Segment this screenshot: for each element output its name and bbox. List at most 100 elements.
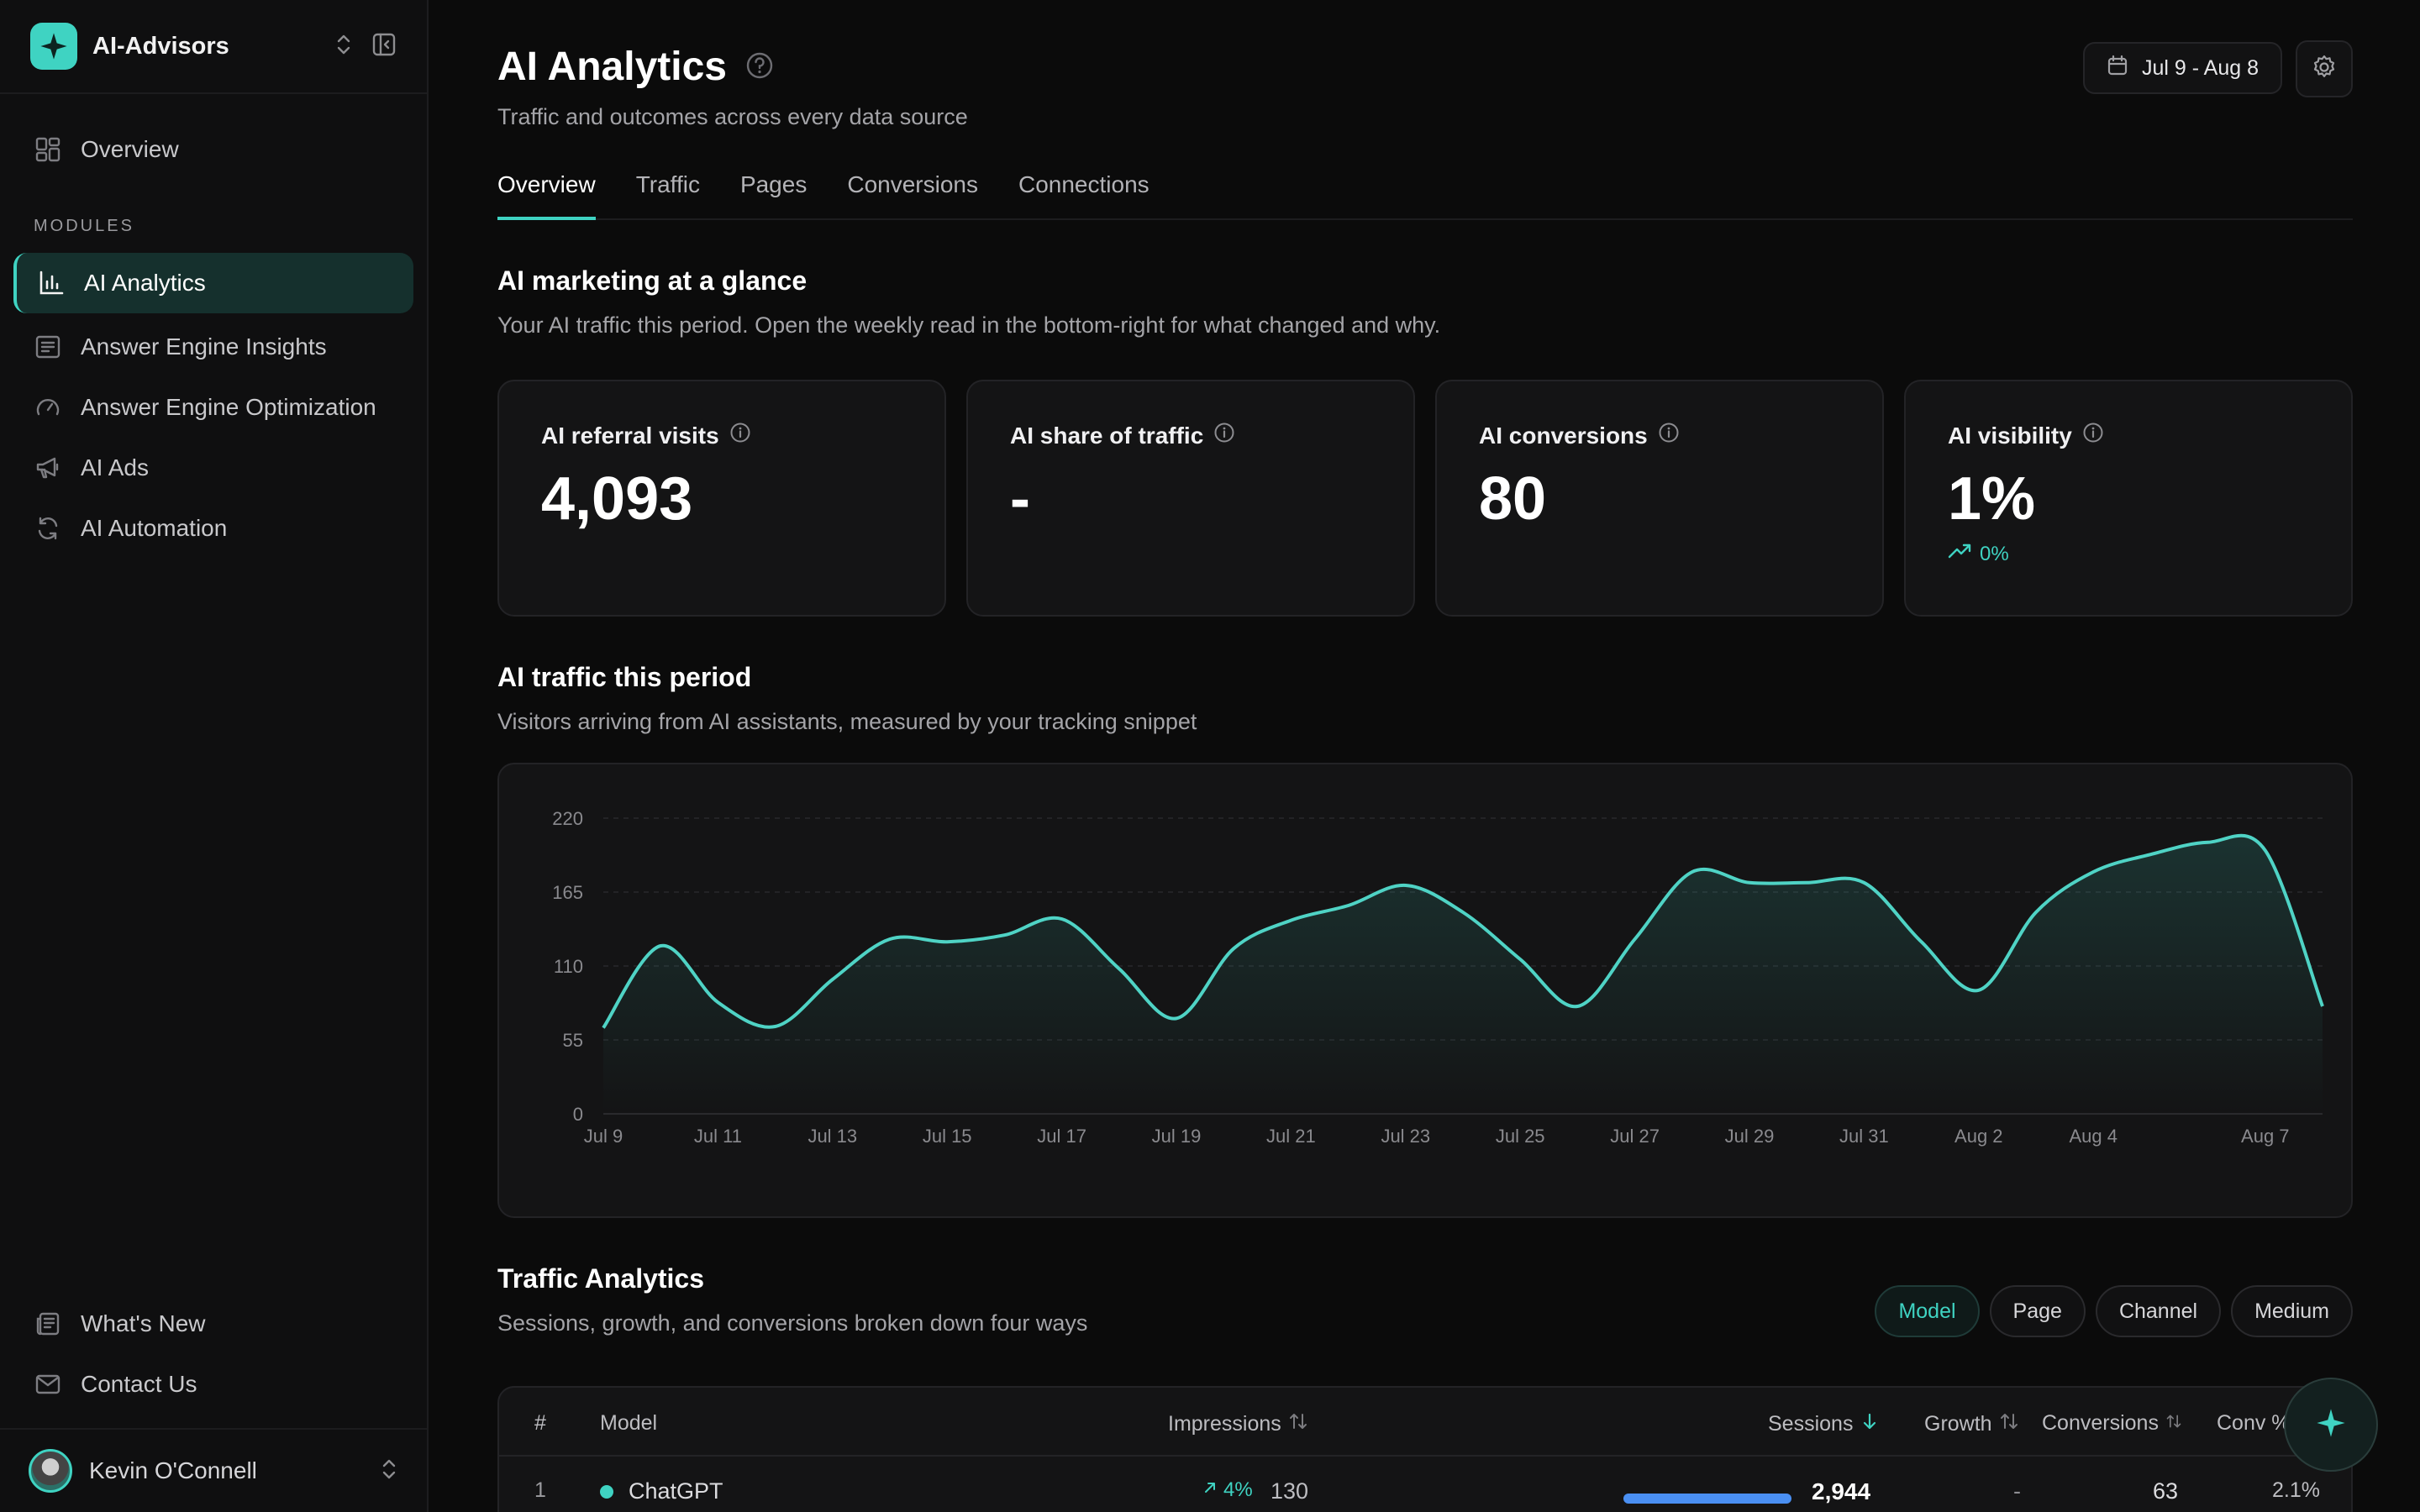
kpi-card-referral-visits: AI referral visits 4,093 bbox=[497, 380, 946, 617]
sidebar-item-label: AI Automation bbox=[81, 515, 228, 541]
impressions-delta-value: 4% bbox=[1223, 1478, 1253, 1501]
kpi-value: - bbox=[1010, 465, 1030, 533]
kpi-card-share-of-traffic: AI share of traffic - bbox=[966, 380, 1415, 617]
question-circle-icon[interactable] bbox=[745, 44, 774, 90]
sidebar-item-label: Answer Engine Optimization bbox=[81, 394, 376, 420]
column-header-impressions[interactable]: Impressions bbox=[1168, 1411, 1308, 1437]
collapse-sidebar-icon[interactable] bbox=[371, 32, 397, 61]
column-header-conversions[interactable]: Conversions bbox=[2042, 1411, 2182, 1436]
kpi-label: AI conversions bbox=[1479, 422, 1840, 449]
sidebar-item-label: What's New bbox=[81, 1310, 206, 1336]
info-icon[interactable] bbox=[729, 422, 751, 449]
section-subtitle-traffic: Visitors arriving from AI assistants, me… bbox=[497, 709, 1197, 734]
table-row[interactable]: 1 ChatGPT 4% 130 2,944 - 63 2.1% bbox=[499, 1457, 2351, 1512]
x-tick-label: Aug 7 bbox=[2241, 1126, 2290, 1147]
column-header-conv-pct[interactable]: Conv % bbox=[2217, 1411, 2291, 1435]
info-icon[interactable] bbox=[1658, 422, 1680, 449]
x-tick-label: Aug 2 bbox=[1954, 1126, 2003, 1147]
section-title-glance: AI marketing at a glance bbox=[497, 265, 808, 296]
tab-bar: Overview Traffic Pages Conversions Conne… bbox=[497, 165, 2353, 220]
traffic-table: # Model Impressions Sessions Growth Conv… bbox=[497, 1386, 2353, 1512]
chevron-up-down-icon[interactable] bbox=[380, 1457, 398, 1486]
series-line bbox=[602, 833, 2324, 1029]
sidebar-item-answer-engine-insights[interactable]: Answer Engine Insights bbox=[0, 317, 427, 377]
sidebar-item-overview[interactable]: Overview bbox=[0, 119, 427, 180]
sidebar-item-ai-ads[interactable]: AI Ads bbox=[0, 438, 427, 498]
tab-connections[interactable]: Connections bbox=[1018, 171, 1150, 197]
sidebar-item-label: Contact Us bbox=[81, 1371, 197, 1397]
sidebar-item-label: AI Ads bbox=[81, 454, 149, 480]
row-conv-pct: 2.1% bbox=[2272, 1478, 2320, 1502]
kpi-value: 1% bbox=[1948, 465, 2036, 533]
x-tick-label: Jul 25 bbox=[1496, 1126, 1545, 1147]
kpi-value: 4,093 bbox=[541, 465, 693, 533]
row-impressions-delta: 4% bbox=[1202, 1478, 1253, 1502]
section-title-traffic-analytics: Traffic Analytics bbox=[497, 1263, 705, 1294]
y-tick-label: 110 bbox=[554, 956, 583, 977]
row-growth: - bbox=[2013, 1478, 2021, 1504]
sidebar-item-ai-analytics[interactable]: AI Analytics bbox=[13, 253, 413, 313]
gear-icon bbox=[2311, 54, 2338, 85]
traffic-chart-card: 0 55 110 165 220 Jul 9 Jul 11 Jul 13 Jul 15 Jul … bbox=[497, 763, 2353, 1218]
sidebar-item-answer-engine-optimization[interactable]: Answer Engine Optimization bbox=[0, 377, 427, 438]
table-header: # Model Impressions Sessions Growth Conv… bbox=[499, 1388, 2351, 1457]
kpi-label: AI share of traffic bbox=[1010, 422, 1371, 449]
arrow-up-right-icon bbox=[1202, 1478, 1218, 1502]
sessions-share-bar bbox=[1623, 1494, 1791, 1504]
segment-medium[interactable]: Medium bbox=[2231, 1285, 2353, 1337]
sidebar-item-contact-us[interactable]: Contact Us bbox=[0, 1354, 427, 1415]
sidebar-footer: What's New Contact Us Kevin O'Connell bbox=[0, 1294, 427, 1512]
x-tick-label: Jul 15 bbox=[923, 1126, 972, 1147]
info-icon[interactable] bbox=[1213, 422, 1235, 449]
tab-traffic[interactable]: Traffic bbox=[635, 171, 700, 197]
column-header-label: Impressions bbox=[1168, 1412, 1281, 1436]
grid-icon bbox=[34, 135, 62, 164]
calendar-icon bbox=[2107, 55, 2128, 82]
date-range-picker[interactable]: Jul 9 - Aug 8 bbox=[2083, 42, 2282, 94]
date-range-label: Jul 9 - Aug 8 bbox=[2142, 55, 2259, 80]
chevron-up-down-icon[interactable] bbox=[334, 32, 353, 61]
y-tick-label: 0 bbox=[573, 1104, 583, 1125]
sidebar-item-whats-new[interactable]: What's New bbox=[0, 1294, 427, 1354]
user-name: Kevin O'Connell bbox=[89, 1457, 257, 1483]
segment-channel[interactable]: Channel bbox=[2095, 1285, 2222, 1337]
megaphone-icon bbox=[34, 454, 62, 482]
kpi-card-conversions: AI conversions 80 bbox=[1435, 380, 1884, 617]
info-icon[interactable] bbox=[2082, 422, 2104, 449]
segment-model[interactable]: Model bbox=[1875, 1285, 1980, 1337]
tab-pages[interactable]: Pages bbox=[739, 171, 808, 197]
sessions-share-fill bbox=[1623, 1494, 1791, 1504]
x-tick-label: Jul 19 bbox=[1152, 1126, 1202, 1147]
tab-conversions[interactable]: Conversions bbox=[847, 171, 978, 197]
sidebar-item-ai-automation[interactable]: AI Automation bbox=[0, 498, 427, 559]
kpi-label-text: AI referral visits bbox=[541, 422, 719, 449]
page-title: AI Analytics bbox=[497, 44, 774, 90]
newspaper-icon bbox=[34, 1310, 62, 1338]
x-tick-label: Jul 27 bbox=[1610, 1126, 1660, 1147]
section-title-traffic: AI traffic this period bbox=[497, 662, 752, 692]
sort-icon bbox=[2165, 1411, 2182, 1436]
kpi-label-text: AI share of traffic bbox=[1010, 422, 1204, 449]
segment-page[interactable]: Page bbox=[1989, 1285, 2086, 1337]
settings-button[interactable] bbox=[2296, 40, 2353, 97]
user-menu[interactable]: Kevin O'Connell bbox=[0, 1428, 427, 1512]
tab-overview[interactable]: Overview bbox=[497, 165, 596, 220]
sidebar-item-label: Answer Engine Insights bbox=[81, 333, 327, 360]
page-title-text: AI Analytics bbox=[497, 45, 727, 89]
x-tick-label: Jul 9 bbox=[584, 1126, 623, 1147]
x-tick-label: Aug 4 bbox=[2069, 1126, 2118, 1147]
section-subtitle-traffic-analytics: Sessions, growth, and conversions broken… bbox=[497, 1310, 1088, 1336]
column-header-sessions[interactable]: Sessions bbox=[1768, 1411, 1880, 1437]
assistant-fab-button[interactable] bbox=[2284, 1378, 2378, 1472]
x-tick-label: Jul 31 bbox=[1839, 1126, 1889, 1147]
kpi-label-text: AI conversions bbox=[1479, 422, 1648, 449]
section-subtitle-glance: Your AI traffic this period. Open the we… bbox=[497, 312, 1441, 338]
column-header-growth[interactable]: Growth bbox=[1924, 1411, 2019, 1437]
y-tick-label: 220 bbox=[552, 808, 583, 829]
sidebar-item-label: AI Analytics bbox=[84, 270, 206, 296]
sort-desc-icon bbox=[1860, 1411, 1880, 1437]
traffic-area-chart: 0 55 110 165 220 Jul 9 Jul 11 Jul 13 Jul 15 Jul … bbox=[552, 808, 2324, 1147]
kpi-delta: 0% bbox=[1948, 542, 2309, 566]
kpi-label: AI visibility bbox=[1948, 422, 2309, 449]
workspace-switcher[interactable]: AI-Advisors bbox=[0, 0, 427, 94]
